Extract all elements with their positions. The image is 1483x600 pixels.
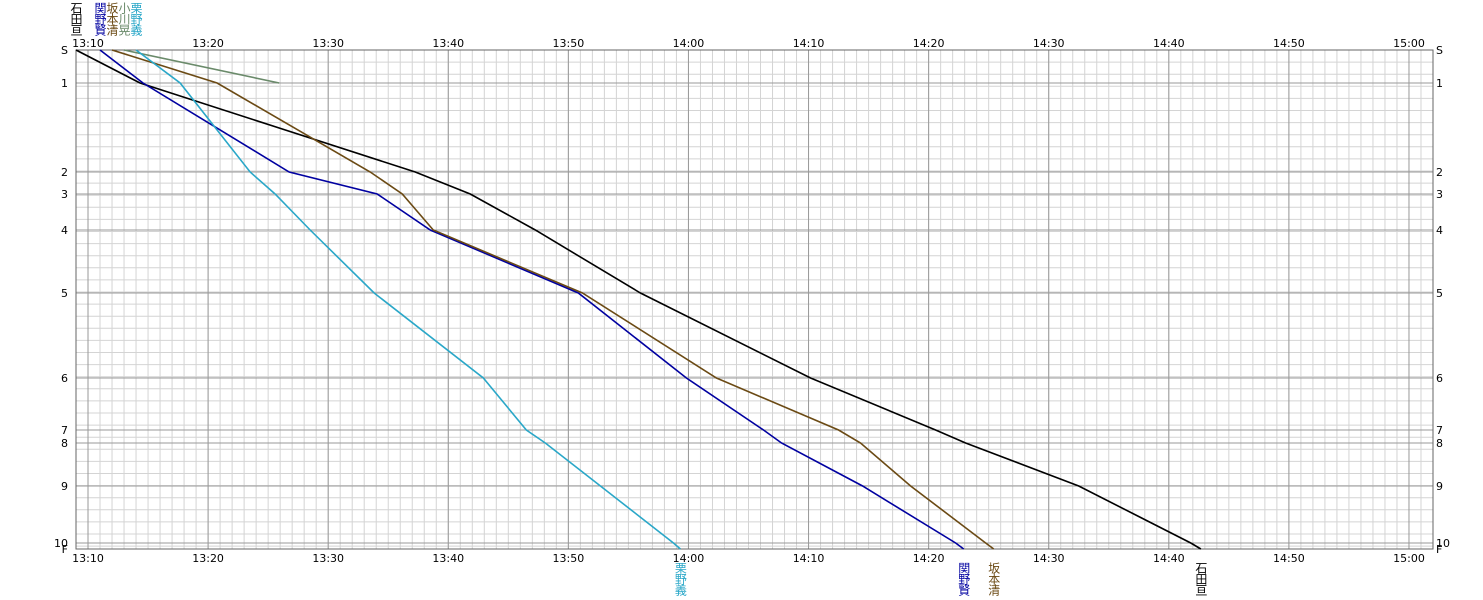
x-tick-label: 13:10 <box>72 552 104 565</box>
x-tick-label: 15:00 <box>1393 552 1425 565</box>
x-tick-label: 14:30 <box>1033 37 1065 50</box>
runner-start-label: 栗野義 <box>129 2 143 36</box>
y-tick-label: 4 <box>61 224 68 237</box>
x-tick-label: 14:00 <box>673 37 705 50</box>
y-tick-label: 4 <box>1436 224 1443 237</box>
x-tick-label: 14:40 <box>1153 37 1185 50</box>
x-tick-label: 13:40 <box>432 552 464 565</box>
y-tick-label: F <box>62 543 68 556</box>
x-tick-label: 14:10 <box>793 37 825 50</box>
y-tick-label: 6 <box>1436 372 1443 385</box>
runner-start-label: 石田亘 <box>69 2 83 36</box>
x-tick-label: 14:20 <box>913 37 945 50</box>
runner-line <box>123 49 280 84</box>
y-tick-label: 10 <box>1436 537 1450 550</box>
y-tick-label: 2 <box>1436 166 1443 179</box>
y-tick-label: 7 <box>61 424 68 437</box>
runner-line <box>111 49 995 550</box>
y-tick-label: 6 <box>61 372 68 385</box>
x-tick-label: 15:00 <box>1393 37 1425 50</box>
y-tick-label: 7 <box>1436 424 1443 437</box>
y-tick-label: 5 <box>1436 287 1443 300</box>
x-tick-label: 14:20 <box>913 552 945 565</box>
y-tick-label: 9 <box>61 480 68 493</box>
y-tick-label: S <box>1436 44 1443 57</box>
x-tick-label: 13:20 <box>192 552 224 565</box>
runner-start-label: 関野賢 <box>93 2 107 37</box>
runner-finish-label: 栗野義 <box>673 562 687 596</box>
x-tick-label: 14:30 <box>1033 552 1065 565</box>
y-tick-label: 10 <box>54 537 68 550</box>
y-tick-label: 3 <box>1436 188 1443 201</box>
y-tick-label: 1 <box>61 77 68 90</box>
x-tick-label: 13:50 <box>553 552 585 565</box>
x-tick-label: 14:50 <box>1273 552 1305 565</box>
y-tick-label: 3 <box>61 188 68 201</box>
x-tick-label: 13:20 <box>192 37 224 50</box>
runner-finish-label: 坂本清 <box>987 562 1001 597</box>
runner-start-label: 小川晃 <box>117 2 131 36</box>
y-tick-label: S <box>61 44 68 57</box>
x-tick-label: 14:10 <box>793 552 825 565</box>
plot-frame <box>75 49 1434 550</box>
x-tick-label: 13:30 <box>312 37 344 50</box>
x-tick-label: 14:00 <box>673 552 705 565</box>
runner-line <box>75 49 1202 550</box>
x-tick-label: 14:40 <box>1153 552 1185 565</box>
runner-line <box>135 49 681 550</box>
y-tick-label: 5 <box>61 287 68 300</box>
x-tick-label: 13:40 <box>432 37 464 50</box>
runner-start-label: 坂本清 <box>105 2 119 37</box>
y-tick-label: 2 <box>61 166 68 179</box>
y-tick-label: 8 <box>1436 437 1443 450</box>
runner-finish-label: 石田亘 <box>1194 562 1208 596</box>
y-tick-label: 1 <box>1436 77 1443 90</box>
runner-line <box>99 49 965 550</box>
y-tick-label: 9 <box>1436 480 1443 493</box>
runner-finish-label: 関野賢 <box>957 562 971 597</box>
x-tick-label: 13:10 <box>72 37 104 50</box>
y-tick-label: 8 <box>61 437 68 450</box>
y-tick-label: F <box>1436 543 1442 556</box>
x-tick-label: 13:50 <box>553 37 585 50</box>
x-tick-label: 14:50 <box>1273 37 1305 50</box>
x-tick-label: 13:30 <box>312 552 344 565</box>
